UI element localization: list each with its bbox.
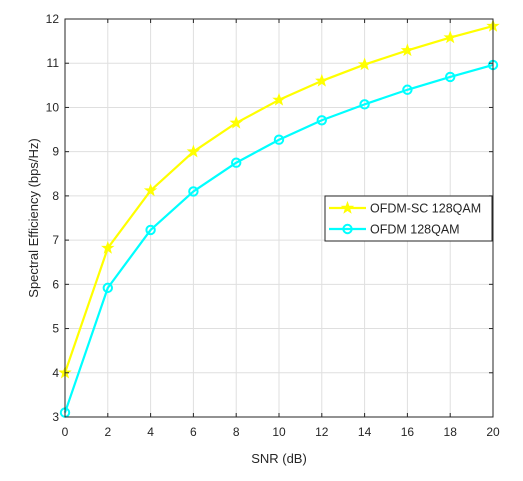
legend: OFDM-SC 128QAM OFDM 128QAM bbox=[324, 195, 493, 242]
legend-marker bbox=[340, 200, 355, 214]
legend-box bbox=[324, 195, 493, 242]
data-point bbox=[143, 183, 158, 197]
y-axis-label: Spectral Efficiency (bps/Hz) bbox=[26, 138, 41, 297]
x-tick-label: 6 bbox=[190, 425, 197, 439]
data-point bbox=[186, 144, 201, 158]
data-point bbox=[445, 71, 456, 83]
data-point bbox=[272, 92, 286, 106]
data-point bbox=[188, 186, 199, 197]
x-tick-label: 4 bbox=[147, 425, 154, 439]
data-point bbox=[316, 115, 327, 126]
legend-label: OFDM-SC 128QAM bbox=[370, 202, 481, 216]
x-tick-label: 2 bbox=[104, 425, 111, 439]
series-layer bbox=[58, 19, 500, 418]
y-tick-label: 10 bbox=[46, 100, 60, 114]
data-point bbox=[443, 30, 457, 44]
data-point bbox=[273, 134, 285, 145]
x-tick-label: 14 bbox=[358, 425, 372, 439]
data-point bbox=[145, 224, 156, 236]
x-tick-label: 18 bbox=[444, 425, 458, 439]
x-tick-label: 10 bbox=[272, 425, 286, 439]
data-point bbox=[231, 157, 242, 168]
y-tick-label: 7 bbox=[52, 233, 59, 247]
y-tick-label: 3 bbox=[52, 410, 59, 424]
x-tick-label: 8 bbox=[233, 425, 240, 439]
y-tick-label: 8 bbox=[52, 189, 59, 203]
data-point bbox=[101, 240, 115, 254]
series-line bbox=[63, 63, 494, 413]
y-tick-label: 11 bbox=[47, 56, 60, 70]
x-tick-label: 12 bbox=[315, 425, 329, 439]
x-tick-label: 16 bbox=[401, 425, 415, 439]
x-tick-label: 0 bbox=[62, 425, 69, 439]
x-tick-label: 20 bbox=[486, 425, 500, 439]
legend-label: OFDM 128QAM bbox=[370, 223, 460, 237]
data-point bbox=[357, 57, 372, 71]
y-tick-label: 5 bbox=[52, 322, 59, 336]
data-point bbox=[315, 73, 329, 87]
data-point bbox=[402, 84, 413, 95]
y-tick-label: 4 bbox=[52, 366, 59, 380]
x-axis-label: SNR (dB) bbox=[251, 451, 307, 466]
y-tick-label: 9 bbox=[52, 145, 59, 159]
data-point bbox=[102, 282, 114, 294]
data-point bbox=[359, 99, 370, 110]
y-tick-label: 6 bbox=[52, 277, 59, 291]
data-point bbox=[400, 43, 415, 57]
legend-marker bbox=[342, 223, 353, 235]
data-point bbox=[229, 115, 243, 129]
ticks: 0 2 4 6 8 10 12 14 16 18 20 3 4 5 6 7 8 9 10 11 12 bbox=[46, 12, 500, 439]
y-tick-label: 12 bbox=[46, 12, 60, 26]
